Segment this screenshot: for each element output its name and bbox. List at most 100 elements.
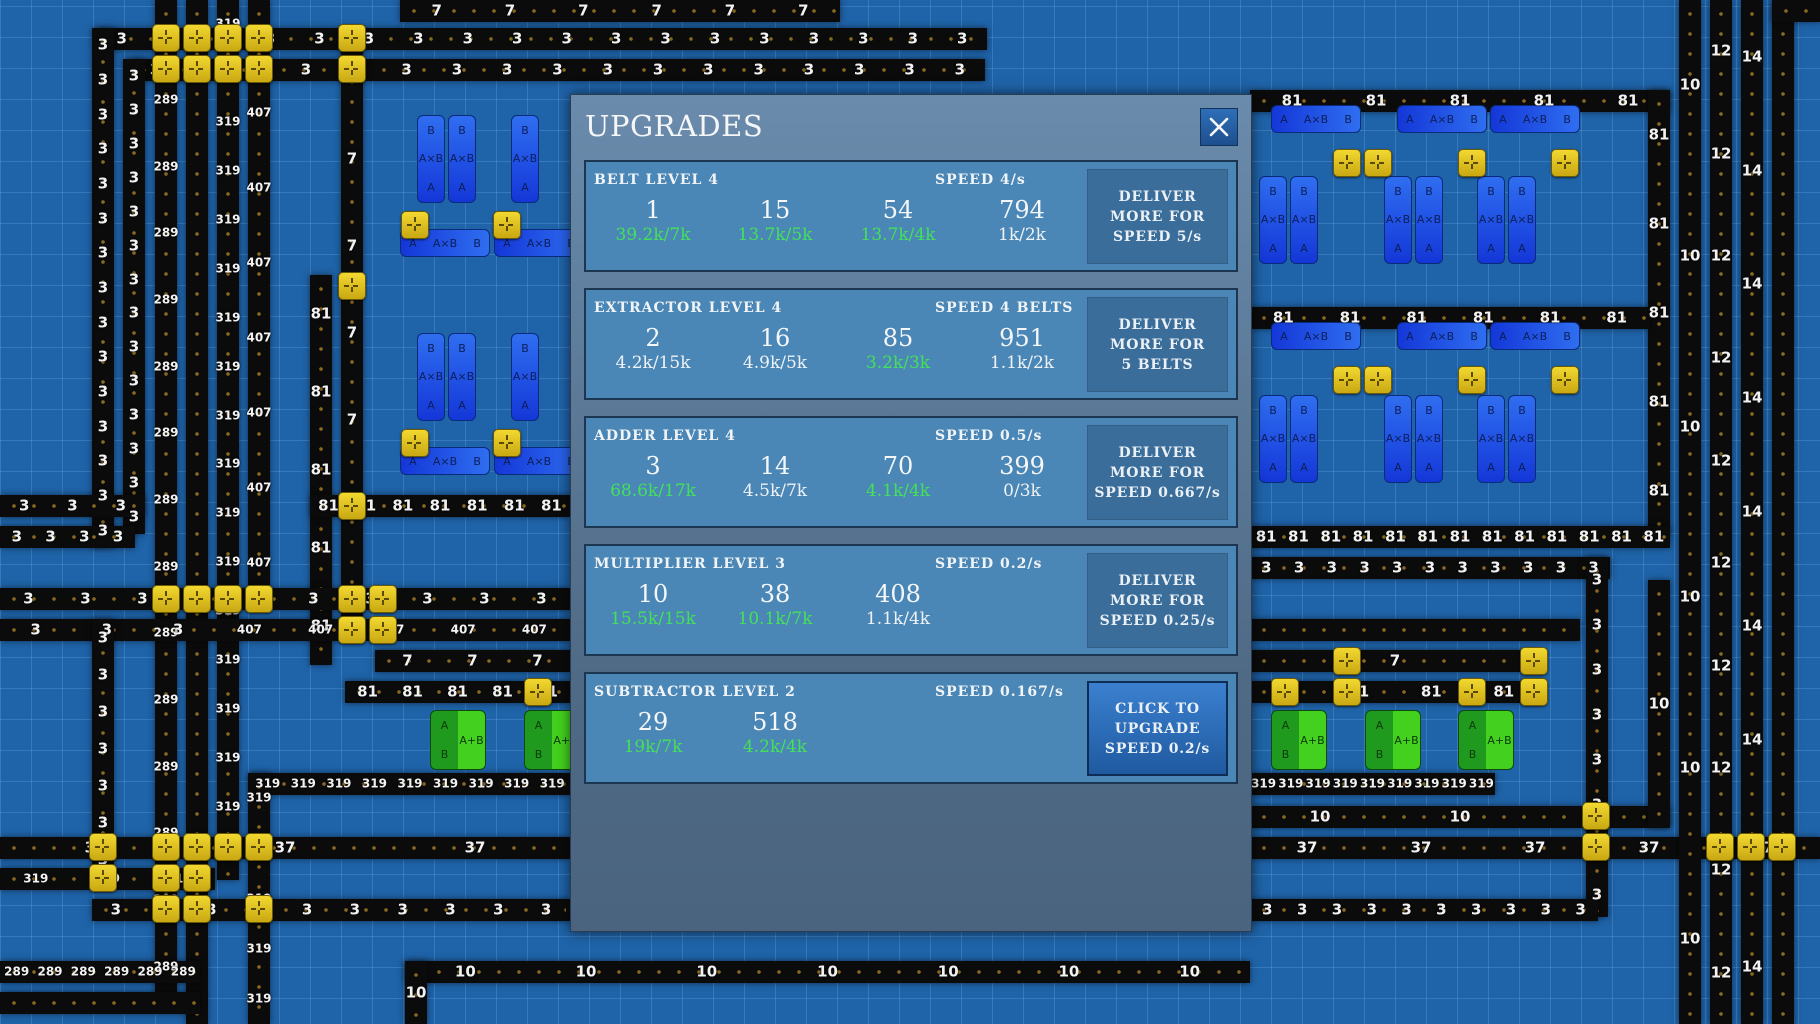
belt-junction-icon[interactable] <box>1364 149 1392 177</box>
conveyor-belt[interactable] <box>186 0 208 1024</box>
multiplier-machine[interactable]: B A×B A <box>448 115 476 203</box>
belt-junction-icon[interactable] <box>493 429 521 457</box>
belt-junction-icon[interactable] <box>245 55 273 83</box>
conveyor-belt[interactable] <box>1250 837 1820 859</box>
conveyor-belt[interactable] <box>400 0 840 22</box>
multiplier-machine[interactable]: B A×B A <box>1508 176 1536 264</box>
belt-junction-icon[interactable] <box>1737 833 1765 861</box>
belt-junction-icon[interactable] <box>152 895 180 923</box>
conveyor-belt[interactable] <box>0 992 200 1014</box>
belt-junction-icon[interactable] <box>245 24 273 52</box>
multiplier-machine[interactable]: B A×B A <box>1415 176 1443 264</box>
belt-junction-icon[interactable] <box>245 585 273 613</box>
conveyor-belt[interactable] <box>1710 0 1732 1024</box>
belt-junction-icon[interactable] <box>214 55 242 83</box>
adder-machine[interactable]: A B A+B <box>430 710 486 770</box>
multiplier-machine[interactable]: B A×B A <box>417 115 445 203</box>
belt-junction-icon[interactable] <box>152 833 180 861</box>
belt-junction-icon[interactable] <box>401 211 429 239</box>
belt-junction-icon[interactable] <box>524 678 552 706</box>
conveyor-belt[interactable] <box>1679 0 1701 1024</box>
conveyor-belt[interactable] <box>1250 650 1540 672</box>
belt-junction-icon[interactable] <box>1333 366 1361 394</box>
conveyor-belt[interactable] <box>310 275 332 665</box>
belt-junction-icon[interactable] <box>369 616 397 644</box>
deliver-more-button[interactable]: DELIVER MORE FOR 5 BELTS <box>1087 297 1228 392</box>
belt-junction-icon[interactable] <box>1551 149 1579 177</box>
belt-junction-icon[interactable] <box>1364 366 1392 394</box>
multiplier-machine[interactable]: B A×B A <box>417 333 445 421</box>
belt-junction-icon[interactable] <box>1333 647 1361 675</box>
belt-junction-icon[interactable] <box>1333 149 1361 177</box>
multiplier-machine[interactable]: B A×B A <box>1384 176 1412 264</box>
belt-junction-icon[interactable] <box>183 585 211 613</box>
multiplier-machine[interactable]: AA×BB <box>494 229 584 257</box>
belt-junction-icon[interactable] <box>338 616 366 644</box>
adder-machine[interactable]: A B A+B <box>1458 710 1514 770</box>
belt-junction-icon[interactable] <box>1768 833 1796 861</box>
adder-machine[interactable]: A B A+B <box>1271 710 1327 770</box>
belt-junction-icon[interactable] <box>183 833 211 861</box>
belt-junction-icon[interactable] <box>338 55 366 83</box>
conveyor-belt[interactable] <box>0 619 570 641</box>
belt-junction-icon[interactable] <box>183 24 211 52</box>
conveyor-belt[interactable] <box>92 28 114 548</box>
belt-junction-icon[interactable] <box>1706 833 1734 861</box>
belt-junction-icon[interactable] <box>1582 833 1610 861</box>
conveyor-belt[interactable] <box>1250 526 1670 548</box>
conveyor-belt[interactable] <box>0 526 135 548</box>
conveyor-belt[interactable] <box>248 0 270 600</box>
belt-junction-icon[interactable] <box>1271 678 1299 706</box>
belt-junction-icon[interactable] <box>245 833 273 861</box>
belt-junction-icon[interactable] <box>214 585 242 613</box>
belt-junction-icon[interactable] <box>89 864 117 892</box>
conveyor-belt[interactable] <box>250 773 570 795</box>
multiplier-machine[interactable]: B A×B A <box>448 333 476 421</box>
multiplier-machine[interactable]: B A×B A <box>1477 176 1505 264</box>
belt-junction-icon[interactable] <box>1458 366 1486 394</box>
conveyor-belt[interactable] <box>1648 580 1670 828</box>
conveyor-belt[interactable] <box>341 28 363 638</box>
multiplier-machine[interactable]: B A×B A <box>511 333 539 421</box>
conveyor-belt[interactable] <box>1772 0 1820 22</box>
conveyor-belt[interactable] <box>375 650 570 672</box>
conveyor-belt[interactable] <box>0 961 200 983</box>
conveyor-belt[interactable] <box>405 961 427 1024</box>
belt-junction-icon[interactable] <box>152 864 180 892</box>
belt-junction-icon[interactable] <box>401 429 429 457</box>
belt-junction-icon[interactable] <box>338 24 366 52</box>
multiplier-machine[interactable]: B A×B A <box>1477 395 1505 483</box>
conveyor-belt[interactable] <box>92 899 570 921</box>
belt-junction-icon[interactable] <box>1458 149 1486 177</box>
conveyor-belt[interactable] <box>1250 557 1610 579</box>
multiplier-machine[interactable]: B A×B A <box>1415 395 1443 483</box>
deliver-more-button[interactable]: DELIVER MORE FOR SPEED 5/s <box>1087 169 1228 264</box>
belt-junction-icon[interactable] <box>89 833 117 861</box>
belt-junction-icon[interactable] <box>338 492 366 520</box>
multiplier-machine[interactable]: B A×B A <box>1290 395 1318 483</box>
belt-junction-icon[interactable] <box>338 272 366 300</box>
belt-junction-icon[interactable] <box>1333 678 1361 706</box>
belt-junction-icon[interactable] <box>183 864 211 892</box>
multiplier-machine[interactable]: B A×B A <box>1508 395 1536 483</box>
conveyor-belt[interactable] <box>1586 557 1608 917</box>
multiplier-machine[interactable]: B A×B A <box>511 115 539 203</box>
belt-junction-icon[interactable] <box>1551 366 1579 394</box>
conveyor-belt[interactable] <box>345 681 570 703</box>
conveyor-belt[interactable] <box>97 28 987 50</box>
belt-junction-icon[interactable] <box>214 24 242 52</box>
conveyor-belt[interactable] <box>405 961 1250 983</box>
belt-junction-icon[interactable] <box>1520 678 1548 706</box>
click-to-upgrade-button[interactable]: CLICK TO UPGRADE SPEED 0.2/s <box>1087 681 1228 776</box>
multiplier-machine[interactable]: B A×B A <box>1259 176 1287 264</box>
conveyor-belt[interactable] <box>123 59 145 534</box>
belt-junction-icon[interactable] <box>1458 678 1486 706</box>
belt-junction-icon[interactable] <box>493 211 521 239</box>
conveyor-belt[interactable] <box>1250 899 1598 921</box>
